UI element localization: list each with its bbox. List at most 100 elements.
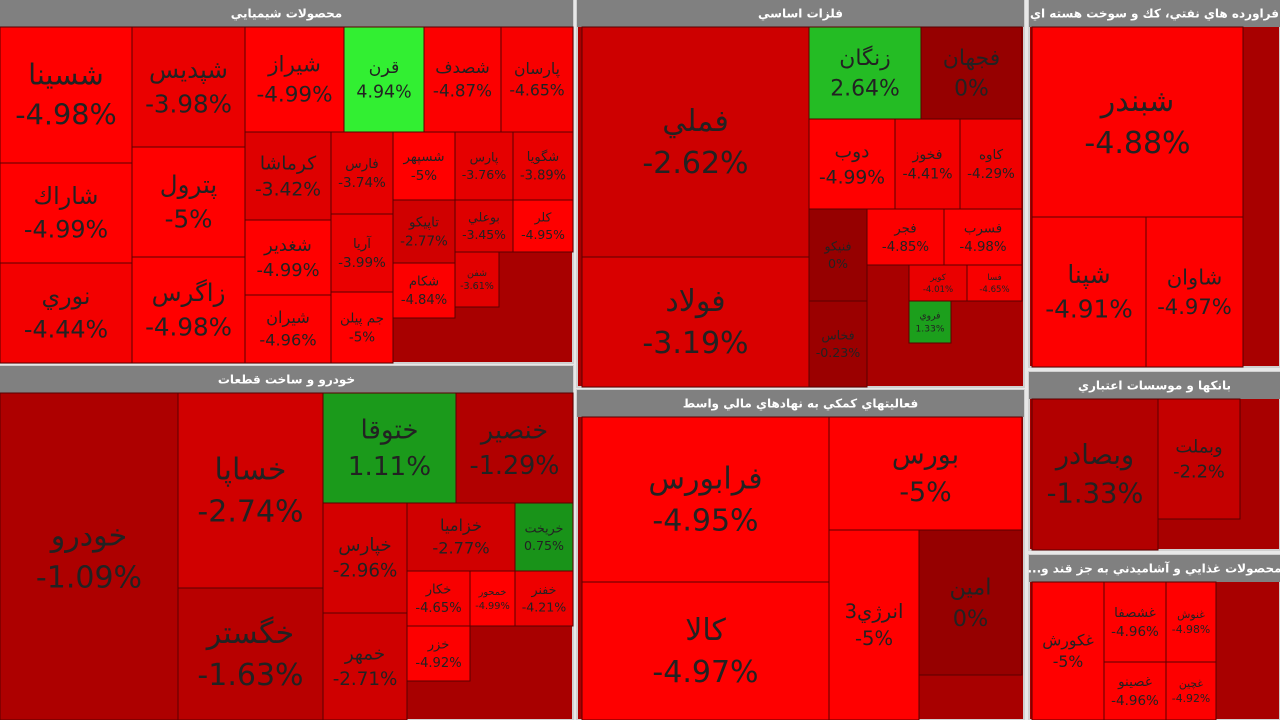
tile: شاوان -4.97% <box>1145 216 1244 368</box>
sector-title: خودرو و ساخت قطعات <box>218 373 355 388</box>
tile-change: -2.2% <box>1173 461 1225 482</box>
sector: فراورده هاي نفتي، كك و سوخت هسته اي شبندر… <box>1028 0 1280 368</box>
tile-box <box>177 587 324 720</box>
tile-change: 0% <box>828 256 848 271</box>
tile: فارس -3.74% <box>330 131 394 215</box>
tile-box <box>454 199 514 253</box>
tile-name: ختوقا <box>360 415 418 445</box>
tile-box <box>581 256 810 388</box>
tile: خزاميا -2.77% <box>406 502 516 572</box>
tile-name: خمهر <box>344 644 385 665</box>
tile-change: 2.64% <box>830 76 900 101</box>
tile-change: -2.71% <box>333 669 398 690</box>
tile-name: شيران <box>266 308 310 328</box>
tile-name: فولاد <box>665 284 725 319</box>
tile: آريا -3.99% <box>330 213 394 293</box>
tile-box <box>1165 661 1217 720</box>
sector-title: فعاليتهاي كمكي به نهادهاي مالي واسط <box>683 397 918 412</box>
tile-name: شاراك <box>34 182 99 210</box>
tile-box <box>828 529 920 720</box>
tile-name: فملي <box>662 104 729 139</box>
tile: شسينا -4.98% <box>0 26 133 164</box>
tile-name: زنگان <box>839 45 891 71</box>
tile-box <box>244 294 332 364</box>
tile-box <box>1031 581 1105 720</box>
tile: خساپا -2.74% <box>177 392 324 589</box>
sector-title: ...محصولات غذايي و آشاميدني به جز قند و <box>1027 561 1280 577</box>
tile: خگستر -1.63% <box>177 587 324 720</box>
tile-change: -4.88% <box>1084 126 1190 161</box>
tile: جم پيلن -5% <box>330 291 394 364</box>
tile-change: 0% <box>953 606 989 632</box>
tile-change: -4.44% <box>24 315 108 343</box>
tile-name: پارسان <box>514 59 560 79</box>
tile: شاراك -4.99% <box>0 162 133 264</box>
tile-change: -2.74% <box>197 495 303 530</box>
sector: فعاليتهاي كمكي به نهادهاي مالي واسط فرابو… <box>576 389 1025 720</box>
tile-box <box>808 300 868 388</box>
tile-box <box>244 26 345 133</box>
tile: بورس -5% <box>828 416 1023 531</box>
tile: نوري -4.44% <box>0 262 133 364</box>
tile-box <box>392 262 456 319</box>
sector-title: فلزات اساسي <box>758 7 843 21</box>
tile-box <box>322 392 457 504</box>
tile-name: كالا <box>685 613 726 648</box>
tile-box <box>0 26 133 164</box>
tile-box <box>808 26 922 120</box>
tile: فخاس -0.23% <box>808 300 868 388</box>
tile-name: فجهان <box>943 46 1000 71</box>
tile-name: فرابورس <box>648 462 762 497</box>
tile: خمحور -4.99% <box>469 570 516 627</box>
tile-name: خودرو <box>49 519 127 554</box>
tile-change: -1.29% <box>470 450 560 480</box>
tile-name: فخوز <box>912 147 943 163</box>
tile: شيران -4.96% <box>244 294 332 364</box>
tile-name: خنصير <box>479 414 548 445</box>
tile-name: شصدف <box>435 57 490 77</box>
tile-name: كرماشا <box>260 153 316 174</box>
tile-box <box>1031 26 1244 218</box>
tile-change: -4.99% <box>256 260 319 281</box>
tile-box <box>894 118 961 210</box>
tile-name: فخاس <box>821 327 854 343</box>
tile-name: شاوان <box>1167 264 1223 289</box>
tile-box <box>244 219 332 296</box>
tile-box <box>808 208 868 302</box>
tile-name: وبصادر <box>1054 440 1134 471</box>
tile-box <box>908 300 952 344</box>
sector: ...محصولات غذايي و آشاميدني به جز قند و غ… <box>1027 554 1280 720</box>
tile-box <box>581 581 830 720</box>
tile-name: شگويا <box>527 149 559 165</box>
tile-change: 1.11% <box>348 452 431 482</box>
tile-name: شپديس <box>149 55 228 84</box>
tile-box <box>1031 398 1159 551</box>
tile: پترول -5% <box>131 146 246 258</box>
sector-header <box>1029 372 1280 399</box>
tile-name: خمحور <box>478 587 507 598</box>
tile-box <box>828 416 1023 531</box>
tile-change: -4.98% <box>15 98 117 132</box>
tile: خريخت 0.75% <box>514 502 574 572</box>
tile-box <box>918 529 1023 676</box>
tile-change: -5% <box>855 627 893 650</box>
tile-change: -4.91% <box>1045 295 1133 324</box>
tile: شفن -3.61% <box>454 251 500 308</box>
sector-header <box>577 0 1024 27</box>
tile-name: غنوش <box>1177 608 1205 621</box>
sector: فلزات اساسي فملي -2.62% فولاد -3.19% زنگان 2.6… <box>576 0 1025 388</box>
tile: غصينو -4.96% <box>1103 661 1167 720</box>
tile-box <box>330 291 394 364</box>
tile-change: -3.98% <box>145 89 232 118</box>
tile-change: -4.96% <box>1111 693 1159 709</box>
tile-change: -4.99% <box>256 83 332 108</box>
tile-change: -4.95% <box>652 504 758 539</box>
tile: زنگان 2.64% <box>808 26 922 120</box>
tile-name: خگستر <box>205 616 294 651</box>
tile-name: وبملت <box>1175 436 1222 457</box>
tile-box <box>0 262 133 364</box>
tile-change: -3.45% <box>462 228 506 242</box>
tile: كاوه -4.29% <box>959 118 1023 210</box>
tile-change: -3.99% <box>338 255 386 271</box>
tile-change: -3.19% <box>642 326 748 361</box>
